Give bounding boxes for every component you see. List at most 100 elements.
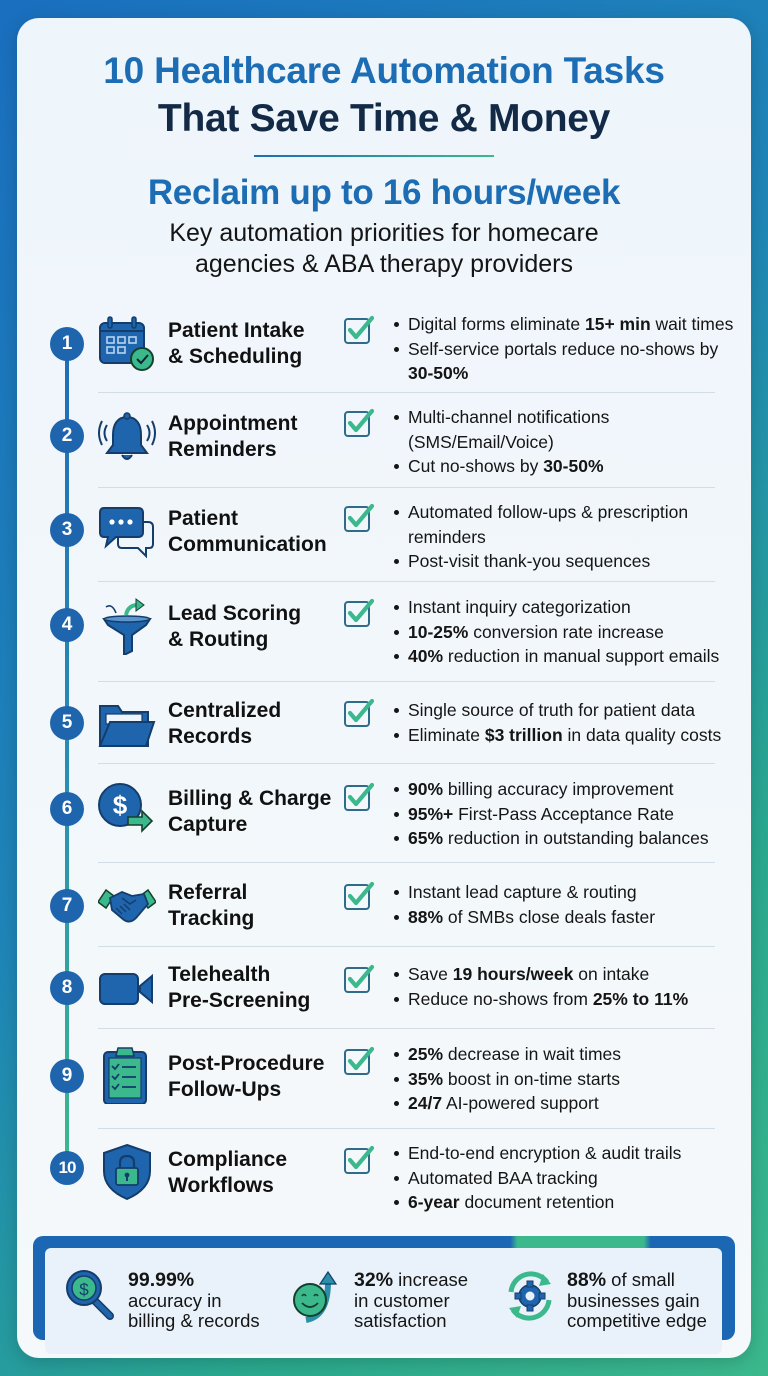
bullet-item: Single source of truth for patient data [392,698,721,723]
bullet-item: Cut no-shows by 30-50% [392,454,652,479]
checkbox-checked-icon [342,501,376,535]
svg-text:$: $ [79,1280,89,1299]
task-label: Lead Scoring & Routing [168,602,302,651]
bullet-item: Eliminate $3 trillion in data quality co… [392,723,721,748]
checkbox-checked-icon [342,879,376,913]
stat-competitive-edge: 88% of small businesses gain competitive… [503,1268,707,1332]
infographic-card [17,18,751,1358]
bullet-item: End-to-end encryption & audit trails [392,1141,681,1166]
checkbox-checked-icon [342,696,376,730]
task-label: Post-Procedure Follow-Ups [168,1052,325,1101]
bullet-item: Digital forms eliminate 15+ min wait tim… [392,312,733,337]
step-number-badge: 5 [50,706,84,740]
task-bullets: Multi-channel notifications (SMS/Email/V… [392,405,652,479]
bullet-item: Instant lead capture & routing [392,880,655,905]
bullet-item: Save 19 hours/week on intake [392,962,688,987]
task-bullets: 25% decrease in wait times 35% boost in … [392,1042,621,1116]
bullet-item: 10-25% conversion rate increase [392,620,719,645]
bullet-item: Post-visit thank-you sequences [392,549,712,574]
step-number-badge: 10 [50,1151,84,1185]
shield-lock-icon [103,1143,151,1201]
chat-bubbles-icon [99,507,154,559]
row-separator [98,487,715,488]
checkbox-checked-icon [342,1044,376,1078]
step-number-badge: 7 [50,889,84,923]
bullet-item: 35% boost in on-time starts [392,1067,621,1092]
bullet-item: Automated BAA tracking [392,1166,681,1191]
dollar-arrow-icon: $ [98,783,154,833]
bullet-item: Instant inquiry categorization [392,595,719,620]
row-separator [98,763,715,764]
smiley-arrow-up-icon [293,1270,338,1323]
bullet-item: 40% reduction in manual support emails [392,644,719,669]
magnifier-dollar-icon: $ [66,1270,114,1320]
stat-satisfaction: 32% increase in customer satisfaction [290,1268,468,1332]
task-bullets: Instant inquiry categorization 10-25% co… [392,595,719,669]
task-bullets: 90% billing accuracy improvement 95%+ Fi… [392,777,709,851]
step-number-badge: 2 [50,419,84,453]
stat-text: 32% increase in customer satisfaction [354,1269,469,1331]
checkbox-checked-icon [342,1143,376,1177]
task-bullets: Instant lead capture & routing 88% of SM… [392,880,655,929]
row-separator [98,1128,715,1129]
checkbox-checked-icon [342,406,376,440]
row-separator [98,581,715,582]
row-separator [98,946,715,947]
bullet-item: 24/7 AI-powered support [392,1091,621,1116]
bullet-item: 25% decrease in wait times [392,1042,621,1067]
bullet-item: 88% of SMBs close deals faster [392,905,655,930]
title-divider [254,155,494,157]
step-number-badge: 3 [50,513,84,547]
checkbox-checked-icon [342,313,376,347]
bullet-item: Self-service portals reduce no-shows by … [392,337,722,386]
calendar-check-icon [99,316,154,371]
task-bullets: End-to-end encryption & audit trails Aut… [392,1141,681,1215]
task-label: Patient Intake & Scheduling [168,319,305,368]
title-line-1: 10 Healthcare Automation Tasks [103,50,665,91]
bullet-item: Multi-channel notifications (SMS/Email/V… [392,405,652,454]
stat-text: 99.99% accuracy in billing & records [128,1269,260,1331]
stat-text: 88% of small businesses gain competitive… [567,1269,707,1331]
title-line-2: That Save Time & Money [157,97,611,140]
step-number-badge: 1 [50,327,84,361]
bullet-item: Automated follow-ups & prescription remi… [392,500,712,549]
bullet-item: 90% billing accuracy improvement [392,777,709,802]
task-label: Compliance Workflows [168,1148,288,1197]
step-number-badge: 4 [50,608,84,642]
checkbox-checked-icon [342,596,376,630]
task-label: Centralized Records [168,699,282,748]
row-separator [98,392,715,393]
row-separator [98,1028,715,1029]
checkbox-checked-icon [342,780,376,814]
task-label: Appointment Reminders [168,412,298,461]
stat-accuracy: $ 99.99% accuracy in billing & records [64,1268,260,1332]
description-line-1: Key automation priorities for homecare [169,219,599,247]
task-bullets: Single source of truth for patient data … [392,698,721,747]
step-number-badge: 9 [50,1059,84,1093]
bell-icon [98,412,156,460]
step-number-badge: 6 [50,792,84,826]
bullet-item: Reduce no-shows from 25% to 11% [392,987,688,1012]
row-separator [98,862,715,863]
description: Key automation priorities for homecare a… [0,218,768,280]
bullet-item: 6-year document retention [392,1190,681,1215]
step-number-badge: 8 [50,971,84,1005]
timeline-line [65,345,69,1165]
task-bullets: Automated follow-ups & prescription remi… [392,500,712,574]
row-separator [98,681,715,682]
stats-banner [45,1248,722,1354]
funnel-icon [102,598,152,655]
task-label: Referral Tracking [168,881,255,930]
task-label: Billing & Charge Capture [168,787,332,836]
clipboard-checklist-icon [103,1047,147,1104]
svg-text:$: $ [113,790,128,820]
folder-icon [98,705,156,747]
video-camera-icon [99,973,153,1005]
subtitle: Reclaim up to 16 hours/week [147,173,621,212]
bullet-item: 65% reduction in outstanding balances [392,826,709,851]
bullet-item: 95%+ First-Pass Acceptance Rate [392,802,709,827]
gear-cycle-icon [508,1271,552,1321]
task-bullets: Digital forms eliminate 15+ min wait tim… [392,312,733,386]
task-bullets: Save 19 hours/week on intake Reduce no-s… [392,962,688,1011]
task-label: Patient Communication [168,507,327,556]
